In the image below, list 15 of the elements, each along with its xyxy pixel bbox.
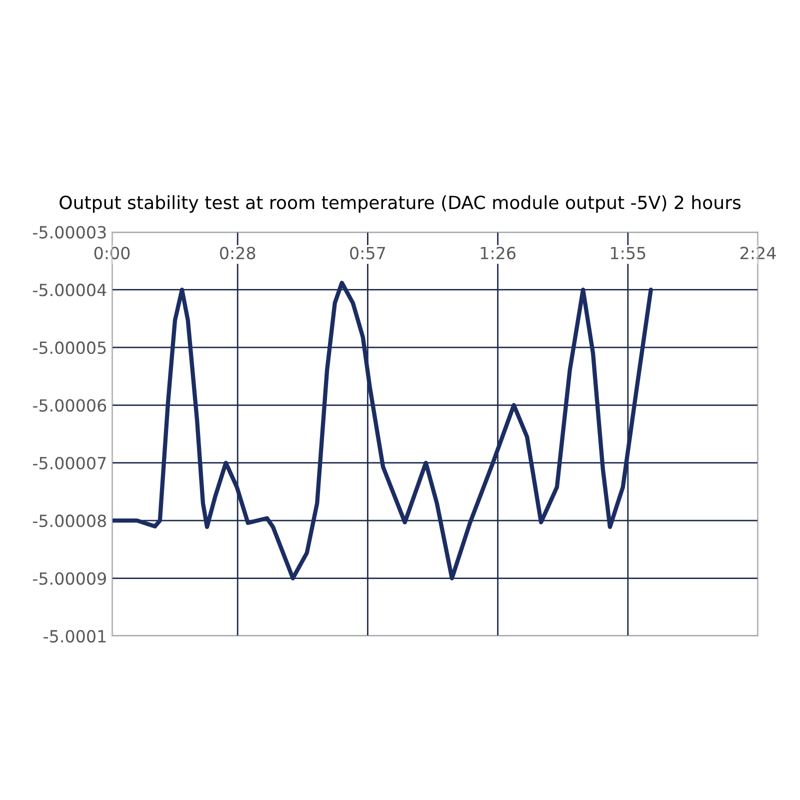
x-tick-label: 0:57 [350, 246, 385, 260]
y-tick-label: -5.00008 [33, 514, 106, 528]
y-tick-label: -5.00005 [33, 341, 106, 354]
x-tick-label: 1:55 [611, 246, 646, 260]
y-tick-label: -5.00003 [33, 226, 106, 239]
x-tick-label: 0:28 [220, 246, 256, 260]
y-tick-label: -5.00004 [33, 284, 106, 296]
chart-title: Output stability test at room temperature (DAC module output -5V) 2 hours [60, 195, 741, 213]
x-tick-label: 2:24 [740, 246, 776, 260]
y-tick-label: -5.00009 [33, 572, 106, 585]
y-tick-label: -5.00006 [33, 399, 106, 412]
x-tick-label: 1:26 [480, 246, 516, 260]
line-series [112, 280, 653, 580]
y-tick-label: -5.0001 [44, 630, 106, 643]
y-tick-label: -5.00007 [33, 456, 106, 470]
